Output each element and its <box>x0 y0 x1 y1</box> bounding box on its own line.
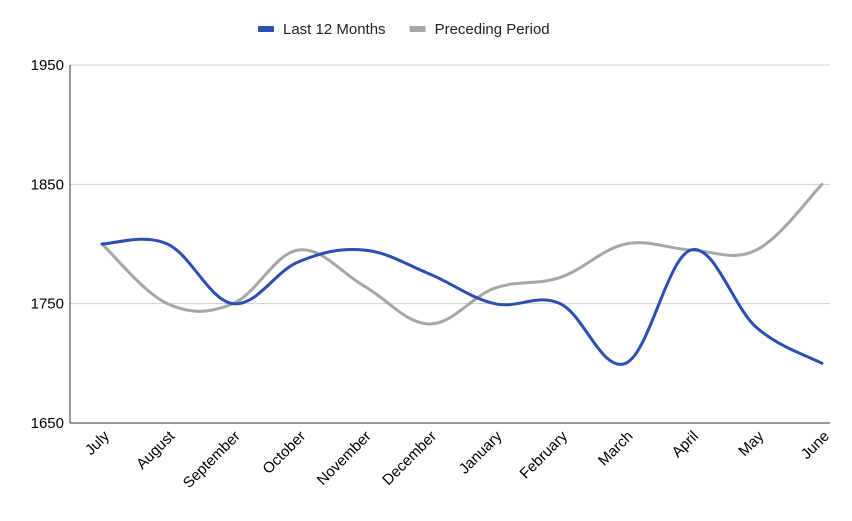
x-tick-label: March <box>595 428 636 469</box>
legend: Last 12 Months Preceding Period <box>258 21 550 38</box>
legend-swatch-last-12-months <box>258 26 274 32</box>
x-axis: July August September October November Decemb… <box>70 422 833 492</box>
legend-label-preceding-period: Preceding Period <box>435 21 550 38</box>
x-tick-label: April <box>669 428 702 461</box>
x-tick-label: September <box>180 428 244 492</box>
x-tick-label: December <box>379 428 440 489</box>
x-tick-label: August <box>133 427 179 473</box>
x-tick-label: January <box>456 427 506 477</box>
x-tick-label: June <box>798 428 833 463</box>
y-tick-label: 1950 <box>31 57 64 74</box>
x-tick-label: July <box>82 427 113 458</box>
x-tick-label: October <box>259 428 309 478</box>
x-tick-label: November <box>314 428 375 489</box>
gridlines <box>70 64 830 305</box>
y-tick-label: 1650 <box>31 415 64 432</box>
y-axis: 1650 1750 1850 1950 <box>31 57 71 432</box>
legend-label-last-12-months: Last 12 Months <box>283 21 386 38</box>
series-line-last-12-months <box>100 237 824 366</box>
series-lines <box>100 182 824 366</box>
y-tick-label: 1850 <box>31 176 64 193</box>
x-tick-label: May <box>735 427 767 459</box>
x-tick-label: February <box>517 427 572 482</box>
legend-swatch-preceding-period <box>409 26 426 32</box>
y-tick-label: 1750 <box>31 296 64 313</box>
series-line-preceding-period <box>100 182 824 326</box>
